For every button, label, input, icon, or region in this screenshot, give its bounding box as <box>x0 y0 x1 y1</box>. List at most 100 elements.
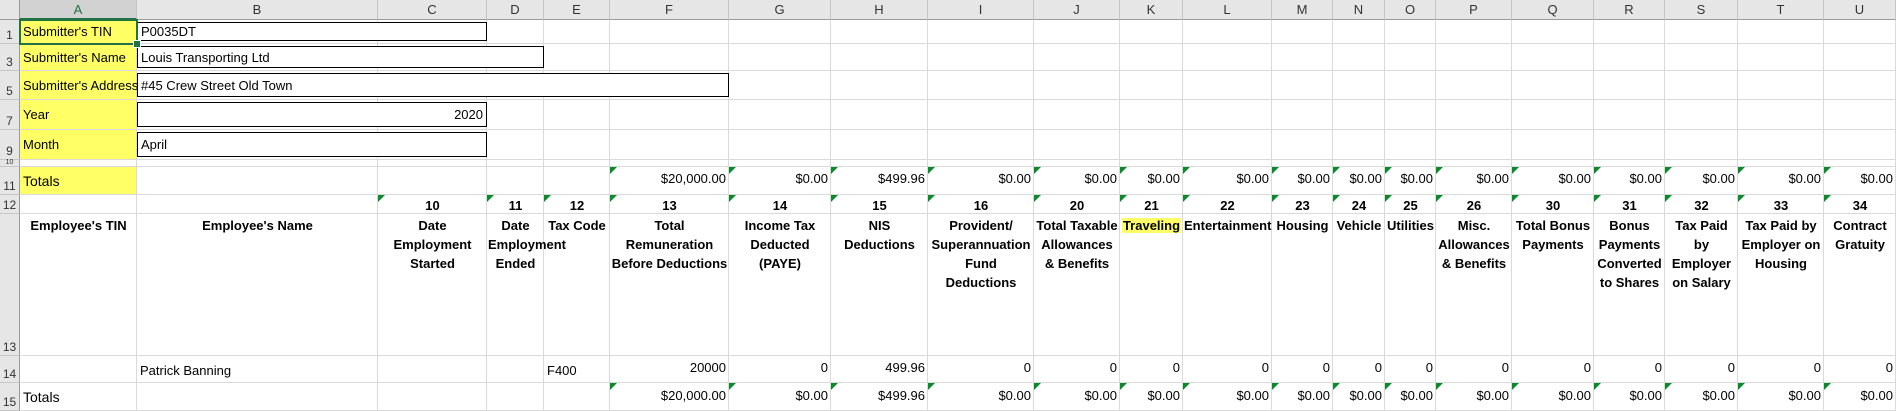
row-header-7[interactable]: 7 <box>0 100 20 130</box>
comment-indicator <box>831 167 838 174</box>
gridline-vertical <box>1737 20 1738 411</box>
column-header-text: Entertainment <box>1184 218 1272 233</box>
submitter-tin-field[interactable]: P0035DT <box>137 22 487 41</box>
column-header-j[interactable]: J <box>1034 0 1120 20</box>
row-header-3[interactable]: 3 <box>0 44 20 71</box>
column-header-p[interactable]: P <box>1436 0 1512 20</box>
column-header-b[interactable]: B <box>137 0 378 20</box>
employee-value[interactable]: 0 <box>1172 360 1180 375</box>
totals-top-value: $499.96 <box>878 171 925 186</box>
column-header-d[interactable]: D <box>487 0 544 20</box>
column-header-text: Traveling <box>1121 216 1182 354</box>
totals-top-value: $20,000.00 <box>660 171 726 186</box>
gridline-vertical <box>609 20 610 411</box>
employee-name[interactable]: Patrick Banning <box>140 363 232 378</box>
column-header-s[interactable]: S <box>1665 0 1738 20</box>
select-all-corner[interactable] <box>0 0 20 20</box>
column-header-r[interactable]: R <box>1594 0 1665 20</box>
comment-indicator <box>1512 383 1519 390</box>
comment-indicator <box>1594 195 1601 202</box>
employee-tax-code[interactable]: F400 <box>547 363 577 378</box>
submitter-address-field[interactable]: #45 Crew Street Old Town <box>137 73 729 97</box>
gridline-vertical <box>1033 20 1034 411</box>
gridline-vertical <box>830 20 831 411</box>
column-header-g[interactable]: G <box>729 0 831 20</box>
employee-value[interactable]: 0 <box>1885 360 1893 375</box>
comment-indicator <box>928 195 935 202</box>
gridline-horizontal <box>20 129 1896 130</box>
column-code: 21 <box>1144 198 1159 213</box>
totals-bottom-value: $0.00 <box>1147 388 1180 403</box>
comment-indicator <box>1436 383 1443 390</box>
submitter-month-field[interactable]: April <box>137 132 487 157</box>
row-number: 11 <box>3 179 16 193</box>
comment-indicator <box>729 167 736 174</box>
column-header-f[interactable]: F <box>610 0 729 20</box>
column-header-h[interactable]: H <box>831 0 928 20</box>
row-header-1[interactable]: 1 <box>0 20 20 44</box>
column-header-t[interactable]: T <box>1738 0 1824 20</box>
row-header-5[interactable]: 5 <box>0 71 20 100</box>
employee-value[interactable]: 20000 <box>689 360 726 375</box>
employee-value[interactable]: 0 <box>1109 360 1117 375</box>
column-header-text: Utilities <box>1387 218 1434 233</box>
employee-value[interactable]: 0 <box>1813 360 1821 375</box>
row-number: 7 <box>6 114 13 128</box>
employee-value[interactable]: 0 <box>1425 360 1433 375</box>
row-header-14[interactable]: 14 <box>0 356 20 383</box>
column-header-l[interactable]: L <box>1183 0 1272 20</box>
comment-indicator <box>928 167 935 174</box>
employee-value[interactable]: 0 <box>1023 360 1031 375</box>
totals-top-value: $0.00 <box>1349 171 1382 186</box>
employee-value[interactable]: 0 <box>1654 360 1662 375</box>
column-header-c[interactable]: C <box>378 0 487 20</box>
totals-top-value: $0.00 <box>1084 171 1117 186</box>
comment-indicator <box>1183 195 1190 202</box>
comment-indicator <box>1436 167 1443 174</box>
totals-top-value: $0.00 <box>1702 171 1735 186</box>
row-number: 12 <box>2 198 17 212</box>
column-code: 31 <box>1622 198 1637 213</box>
column-header-i[interactable]: I <box>928 0 1034 20</box>
comment-indicator <box>831 383 838 390</box>
row-header-15[interactable]: 15 <box>0 383 20 411</box>
gridline-vertical <box>1332 20 1333 411</box>
totals-bottom-value: $0.00 <box>1629 388 1662 403</box>
row-header-13[interactable]: 13 <box>0 214 20 356</box>
column-header-k[interactable]: K <box>1120 0 1183 20</box>
gridline-horizontal <box>20 355 1896 356</box>
comment-indicator <box>1512 195 1519 202</box>
submitter-name-field[interactable]: Louis Transporting Ltd <box>137 46 544 68</box>
employee-value[interactable]: 0 <box>1727 360 1735 375</box>
totals-bottom-value: $20,000.00 <box>660 388 726 403</box>
employee-value[interactable]: 0 <box>1322 360 1330 375</box>
column-header-u[interactable]: U <box>1824 0 1896 20</box>
column-header-q[interactable]: Q <box>1512 0 1594 20</box>
gridline-vertical <box>543 20 544 411</box>
comment-indicator <box>1665 383 1672 390</box>
column-header-text: Date Employment Ended <box>488 218 567 271</box>
row-header-11[interactable]: 11 <box>0 167 20 195</box>
row-header-10[interactable]: 10 <box>0 159 20 167</box>
employee-value[interactable]: 0 <box>820 360 828 375</box>
submitter-year-field[interactable]: 2020 <box>137 102 487 127</box>
column-header-e[interactable]: E <box>544 0 610 20</box>
gridline-vertical <box>728 20 729 411</box>
row-header-12[interactable]: 12 <box>0 195 20 214</box>
employee-value[interactable]: 0 <box>1501 360 1509 375</box>
column-header-a[interactable]: A <box>20 0 137 20</box>
column-header-m[interactable]: M <box>1272 0 1333 20</box>
row-header-9[interactable]: 9 <box>0 130 20 160</box>
fill-handle[interactable] <box>133 40 141 48</box>
comment-indicator <box>544 195 551 202</box>
column-header-text: Employee's TIN <box>30 218 127 233</box>
column-header-n[interactable]: N <box>1333 0 1385 20</box>
column-header-text: Provident/ Superannuation Fund Deduction… <box>931 218 1031 290</box>
employee-value[interactable]: 0 <box>1583 360 1591 375</box>
submitter-address-label: Submitter's Address <box>20 71 138 99</box>
employee-value[interactable]: 0 <box>1261 360 1269 375</box>
employee-value[interactable]: 499.96 <box>885 360 925 375</box>
employee-value[interactable]: 0 <box>1374 360 1382 375</box>
column-header-o[interactable]: O <box>1385 0 1436 20</box>
